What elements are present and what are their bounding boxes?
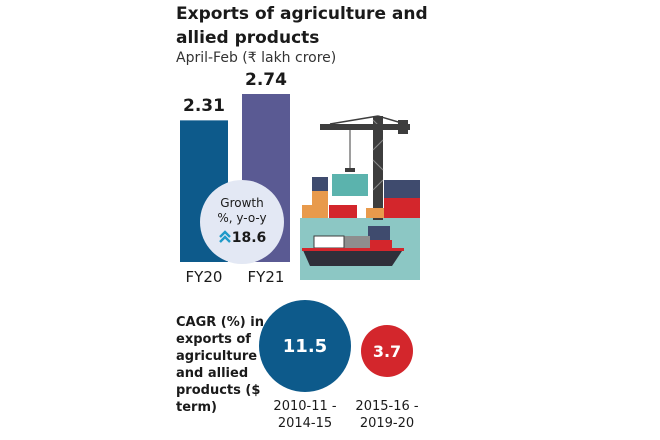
cagr-circle-2015-20: 3.7 [361,325,413,377]
cagr-period-end: 2019-20 [359,416,415,431]
cagr-period: 2015-16 - 2019-20 [337,398,437,432]
growth-value: 18.6 [231,230,267,246]
cagr-circle-2010-15: 11.5 [259,300,351,392]
cagr-period-start: 2010-11 - [273,399,337,414]
cagr-period: 2010-11 - 2014-15 [255,398,355,432]
bar-value-label: 2.74 [245,70,287,90]
cagr-period-end: 2014-15 [277,416,333,431]
port-crane-cargo-ship-icon [300,115,420,280]
growth-badge: Growth %, y-o-y 18.6 [200,180,284,264]
cagr-value: 3.7 [372,341,402,361]
x-tick-label: FY20 [185,268,223,286]
cagr-label: CAGR (%) in exports of agriculture and a… [176,315,264,415]
cagr-period-start: 2015-16 - [355,399,419,414]
x-tick-label: FY21 [247,268,285,286]
bar-value-label: 2.31 [183,96,225,117]
cagr-value: 11.5 [282,335,328,357]
chart-subtitle: April-Feb (₹ lakh crore) [176,50,337,66]
chart-title: Exports of agriculture and allied produc… [176,4,428,48]
growth-label: Growth [220,196,264,210]
growth-label-sub: %, y-o-y [217,211,267,225]
double-chevron-up-icon [218,230,231,243]
